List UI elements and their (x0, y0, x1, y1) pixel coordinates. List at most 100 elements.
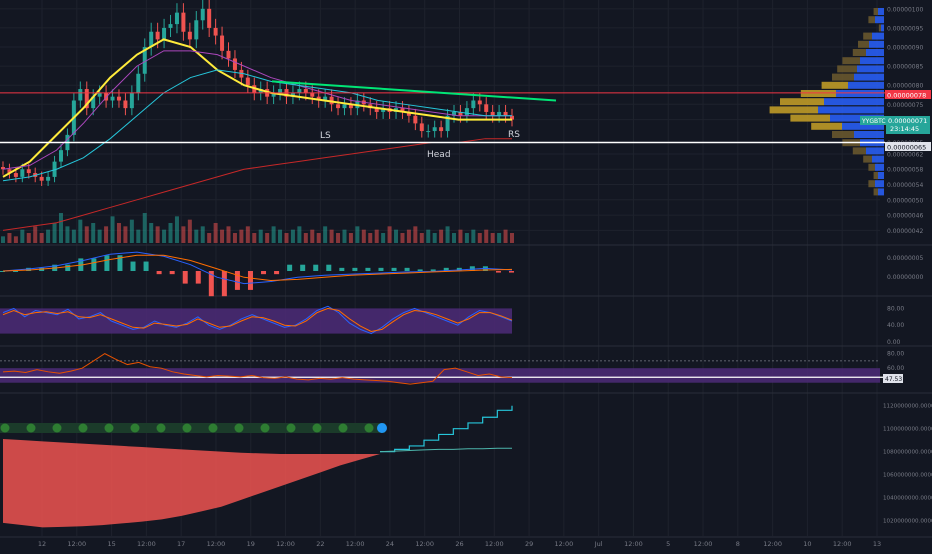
profile-bar-blue (866, 147, 884, 155)
macd-tick: 0.00000005 (887, 255, 923, 262)
candle-body (445, 115, 450, 132)
candle-body (20, 169, 25, 177)
macd-histogram-bar (495, 271, 501, 273)
macd-histogram-bar (169, 271, 175, 275)
candle-body (348, 104, 353, 109)
volume-bar (271, 226, 276, 243)
volume-bar (213, 223, 218, 243)
candle-body (97, 92, 102, 97)
profile-bar-blue (860, 57, 884, 65)
time-tick: 19 (247, 540, 255, 548)
candle-body (503, 111, 508, 116)
profile-bar-blue (878, 8, 884, 15)
moving-average-line (2, 38, 512, 178)
profile-bar-gold (790, 114, 830, 122)
volume-bar (168, 223, 173, 243)
volume-bar (400, 233, 405, 243)
macd-histogram-bar (156, 271, 162, 275)
profile-bar-gold (873, 188, 878, 196)
volume-bar (7, 233, 12, 243)
signal-dot (0, 423, 10, 433)
candle-body (426, 131, 431, 133)
last-price-tag: 0.00000071 (888, 117, 927, 125)
signal-dot (156, 423, 166, 433)
volume-bar (329, 229, 334, 243)
volume-bar (232, 233, 237, 243)
projection-lower-line (379, 447, 512, 453)
volume-bar (252, 233, 257, 243)
time-tick: 12:00 (833, 540, 852, 548)
profile-bar-gold (873, 8, 878, 15)
signal-dot (364, 423, 374, 433)
candle-body (46, 176, 51, 181)
volume-bar (477, 233, 482, 243)
volume-bar (394, 229, 399, 243)
macd-histogram-bar (91, 258, 97, 271)
time-tick: 12:00 (555, 540, 574, 548)
projection-tick: 1040000000.00000000 (883, 496, 932, 502)
volume-bar (58, 213, 63, 243)
projection-tick: 1100000000.00000000 (883, 427, 932, 433)
candle-body (13, 173, 18, 177)
profile-bar-blue (878, 188, 884, 196)
profile-bar-gold (780, 98, 824, 106)
price-axis[interactable]: 0.00000100 0.00000095 0.00000090 0.00000085… (883, 6, 932, 524)
macd-histogram-bar (274, 271, 280, 275)
volume-bar (342, 229, 347, 243)
volume-bar (387, 226, 392, 243)
volume-bar (33, 226, 38, 243)
profile-bar-blue (869, 40, 884, 48)
panes (0, 244, 932, 394)
time-tick: 13 (873, 540, 881, 548)
candle-body (458, 111, 463, 116)
volume-bar (181, 226, 186, 243)
macd-histogram-bar (326, 264, 332, 271)
volume-bar (200, 226, 205, 243)
volume-bar (97, 229, 102, 243)
time-tick: 12:00 (624, 540, 643, 548)
price-tick: 0.00000095 (887, 25, 923, 32)
macd-histogram-bar (300, 264, 306, 271)
candle-body (207, 8, 212, 28)
candle-body (136, 73, 141, 93)
profile-bar-blue (854, 73, 884, 81)
time-axis[interactable]: 12 12:00 15 12:00 17 12:00 19 12:00 22 12:00 24 12:… (0, 536, 932, 548)
volume-bar (78, 219, 83, 243)
profile-bar-blue (830, 114, 884, 122)
white-level-tag: 0.00000065 (887, 144, 926, 152)
volume-bar (52, 223, 57, 243)
macd-histogram-bar (404, 267, 410, 271)
price-tick: 0.00000054 (887, 182, 923, 189)
macd-histogram-bar (104, 255, 110, 271)
candle-body (278, 89, 283, 93)
volume-bar (258, 229, 263, 243)
macd-histogram-bar (378, 267, 384, 271)
profile-bar-blue (881, 24, 884, 32)
volume-bar (123, 226, 128, 243)
signal-dot (182, 423, 192, 433)
macd-histogram-bar (221, 271, 227, 297)
profile-bar-blue (824, 98, 884, 106)
candle-body (149, 31, 154, 48)
volume-bar (71, 229, 76, 243)
projection-tick: 1120000000.00000000 (883, 404, 932, 410)
volume-bar (426, 229, 431, 243)
macd-histogram-bar (13, 271, 19, 272)
price-tick: 0.00000075 (887, 102, 923, 109)
time-tick: 22 (316, 540, 324, 548)
dots-band (0, 423, 385, 433)
profile-bar-blue (848, 81, 884, 89)
candle-body (452, 111, 457, 116)
candle-body (484, 104, 489, 112)
candle-body (510, 115, 514, 120)
macd-histogram-bar (352, 267, 358, 271)
price-tick: 0.00000100 (887, 6, 923, 13)
candle-body (297, 89, 302, 93)
candle-body (342, 104, 347, 109)
profile-bar-gold (832, 73, 854, 81)
rsi-line (2, 353, 513, 385)
macd-histogram-bar (182, 271, 188, 284)
macd-histogram-bar (287, 264, 293, 271)
